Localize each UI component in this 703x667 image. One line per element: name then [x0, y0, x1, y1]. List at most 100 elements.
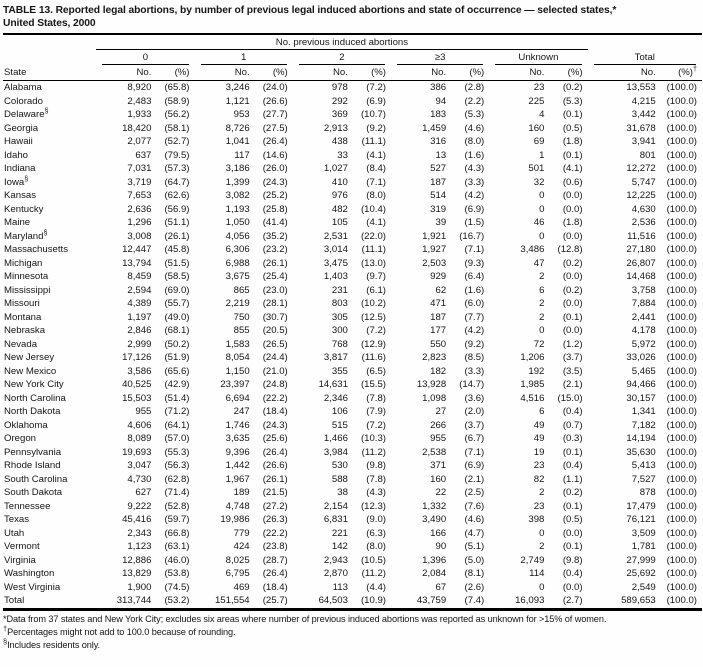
state-name: West Virginia — [4, 581, 61, 593]
state-name: South Carolina — [4, 473, 68, 485]
percent-cell: (4.3) — [366, 487, 386, 498]
percent-cell: (7.9) — [366, 406, 386, 417]
percent-cell: (0.4) — [562, 460, 583, 471]
percent-cell: (53.8) — [164, 568, 190, 579]
percent-cell: (1.8) — [562, 217, 583, 228]
count-cell: 929 — [430, 271, 447, 282]
count-cell: 878 — [639, 487, 656, 498]
state-cell: Nebraska — [3, 324, 96, 338]
percent-cell: (65.6) — [164, 365, 190, 377]
percent-cell: (26.4) — [262, 446, 288, 458]
count-cell: 530 — [331, 460, 348, 471]
percent-cell: (2.7) — [548, 594, 588, 611]
percent-cell: (28.7) — [262, 554, 288, 566]
percent-cell: (1.1) — [562, 473, 583, 485]
table-row: Minnesota 8,459 (58.5) 3,675 (25.4) 1,403 (9.7… — [3, 270, 702, 284]
dagger-footnote-marker: † — [693, 63, 697, 73]
state-name: Kentucky — [4, 203, 44, 215]
percent-cell: (100.0) — [666, 203, 697, 215]
count-cell: 469 — [233, 581, 250, 593]
count-cell: 865 — [233, 284, 250, 296]
count-cell: 3,186 — [225, 163, 250, 174]
state-footnote-marker: § — [24, 173, 29, 183]
percent-cell: (12.5) — [360, 311, 386, 323]
state-cell: Kentucky — [3, 203, 96, 217]
state-name: Alabama — [4, 82, 42, 93]
count-cell: 67 — [435, 581, 447, 593]
group-blank — [3, 50, 96, 66]
percent-cell: (100.0) — [659, 594, 702, 611]
count-cell: 1,399 — [225, 176, 250, 188]
table-row: Iowa§ 3,719 (64.7) 1,399 (24.3) 410 (7.1) 187 (3… — [3, 173, 702, 190]
count-cell: 1,921 — [422, 230, 447, 242]
percent-cell: (100.0) — [666, 500, 697, 512]
count-cell: 3,635 — [225, 433, 250, 444]
percent-cell: (4.1) — [366, 217, 386, 228]
count-cell: 0 — [539, 581, 545, 593]
state-footnote-marker: § — [43, 227, 48, 237]
count-cell: 471 — [430, 298, 447, 309]
percent-cell: (0.0) — [562, 527, 583, 539]
percent-cell: (6.0) — [464, 298, 485, 309]
count-cell: 424 — [233, 541, 250, 552]
table-row: Missouri 4,389 (55.7) 2,219 (28.1) 803 (10.2) 4… — [3, 297, 702, 311]
count-cell: 0 — [539, 527, 545, 539]
count-cell: 160 — [528, 122, 545, 134]
count-cell: 11,516 — [627, 230, 656, 242]
state-cell: Maine — [3, 216, 96, 230]
count-cell: 2,594 — [127, 284, 152, 296]
percent-cell: (9.2) — [464, 338, 485, 350]
col-no-total: No. — [587, 65, 660, 81]
percent-cell: (26.1) — [262, 473, 288, 485]
percent-cell: (53.2) — [155, 594, 195, 611]
count-cell: 2,846 — [127, 325, 152, 336]
state-name: Iowa — [4, 176, 25, 188]
percent-cell: (8.0) — [464, 136, 485, 147]
percent-cell: (25.2) — [262, 190, 288, 201]
page: TABLE 13. Reported legal abortions, by n… — [3, 5, 702, 652]
table-row: Pennsylvania 19,693 (55.3) 9,396 (26.4) 3,984… — [3, 446, 702, 460]
percent-cell: (10.2) — [360, 298, 386, 309]
count-cell: 22 — [435, 487, 447, 498]
state-cell: Washington — [3, 567, 96, 581]
percent-cell: (25.8) — [262, 203, 288, 215]
state-cell: Oregon — [3, 432, 96, 446]
count-cell: 1,403 — [323, 271, 348, 282]
count-cell: 7,527 — [631, 473, 656, 485]
percent-cell: (0.4) — [562, 568, 583, 579]
percent-cell: (59.7) — [164, 514, 190, 525]
percent-cell: (56.9) — [164, 203, 190, 215]
percent-cell: (65.8) — [164, 82, 190, 93]
state-cell: Georgia — [3, 122, 96, 136]
percent-cell: (0.2) — [562, 284, 583, 296]
percent-cell: (26.4) — [262, 136, 288, 147]
state-name: Mississippi — [4, 284, 51, 296]
state-name: Hawaii — [4, 136, 33, 147]
count-cell: 35,630 — [626, 446, 656, 458]
count-cell: 16,093 — [489, 594, 549, 611]
count-cell: 5,747 — [631, 176, 656, 188]
footnotes: *Data from 37 states and New York City; … — [3, 613, 699, 652]
count-cell: 2,084 — [422, 568, 447, 579]
percent-cell: (11.6) — [361, 352, 386, 363]
state-cell: New Mexico — [3, 365, 96, 379]
percent-cell: (2.2) — [464, 95, 485, 107]
percent-cell: (20.5) — [262, 325, 288, 336]
state-cell: Missouri — [3, 297, 96, 311]
group-label-unknown: Unknown — [495, 52, 582, 65]
count-cell: 27,999 — [626, 554, 656, 566]
percent-cell: (15.0) — [557, 392, 583, 404]
table-row: Texas 45,416 (59.7) 19,986 (26.3) 6,831 (9.0) 3… — [3, 513, 702, 527]
percent-cell: (11.2) — [361, 446, 386, 458]
count-cell: 142 — [331, 541, 348, 552]
percent-cell: (2.1) — [562, 379, 583, 390]
percent-cell: (9.8) — [366, 460, 386, 471]
count-cell: 12,886 — [122, 554, 152, 566]
percent-cell: (58.9) — [164, 95, 190, 107]
count-cell: 3,490 — [422, 514, 447, 525]
percent-cell: (7.8) — [366, 392, 386, 404]
table-title-line1: TABLE 13. Reported legal abortions, by n… — [3, 5, 617, 16]
percent-cell: (50.2) — [164, 338, 190, 350]
state-cell: Alabama — [3, 81, 96, 95]
count-cell: 19,986 — [220, 514, 250, 525]
